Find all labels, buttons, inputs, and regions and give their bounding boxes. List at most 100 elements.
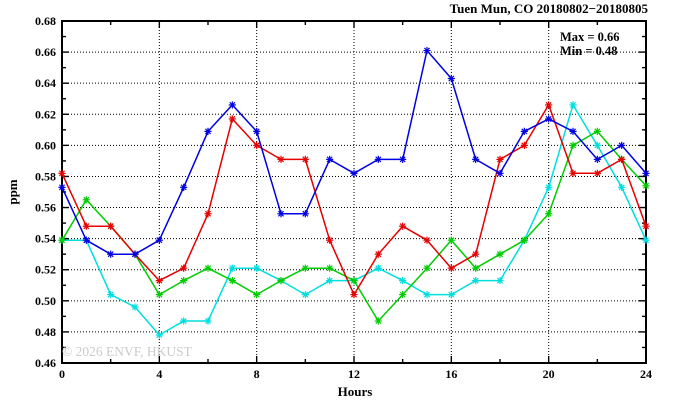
marker-arm <box>472 277 479 284</box>
data-point-marker <box>277 277 285 285</box>
y-tick-label: 0.56 <box>35 201 56 215</box>
series-layer <box>58 46 650 339</box>
data-point-marker <box>545 183 553 191</box>
data-point-marker <box>107 222 115 230</box>
data-point-marker <box>326 277 334 285</box>
marker-arm <box>496 277 504 284</box>
marker-arm <box>496 251 504 258</box>
marker-arm <box>545 210 552 217</box>
marker-arm <box>642 223 650 230</box>
data-point-marker <box>520 141 528 149</box>
data-point-marker <box>204 127 212 135</box>
data-point-marker <box>326 155 334 163</box>
marker-arm <box>399 223 406 230</box>
data-point-marker <box>569 127 577 135</box>
marker-arm <box>399 277 406 284</box>
marker-arm <box>642 237 650 244</box>
data-point-marker <box>253 127 261 135</box>
data-point-marker <box>326 264 334 272</box>
marker-arm <box>204 128 212 135</box>
marker-arm <box>423 265 431 272</box>
marker-arm <box>545 184 552 191</box>
data-point-marker <box>155 277 163 285</box>
marker-arm <box>58 237 66 244</box>
data-point-marker <box>277 155 285 163</box>
data-point-marker <box>350 277 358 285</box>
marker-arm <box>375 156 382 163</box>
x-tick-label: 8 <box>254 367 260 381</box>
marker-arm <box>448 291 455 298</box>
marker-arm <box>496 156 504 163</box>
x-tick-label: 4 <box>156 367 162 381</box>
marker-arm <box>326 156 333 163</box>
y-tick-label: 0.58 <box>35 169 56 183</box>
marker-arm <box>569 170 577 177</box>
data-point-marker <box>618 141 626 149</box>
data-point-marker <box>642 182 650 190</box>
marker-arm <box>545 101 552 108</box>
marker-arm <box>83 196 90 203</box>
data-point-marker <box>301 264 309 272</box>
data-point-marker <box>180 183 188 191</box>
marker-arm <box>277 277 285 284</box>
legend-min-value: Min = 0.48 <box>560 44 617 58</box>
marker-arm <box>204 210 212 217</box>
data-point-marker <box>82 236 90 244</box>
marker-arm <box>472 156 479 163</box>
marker-arm <box>472 265 479 272</box>
data-point-marker <box>423 264 431 272</box>
data-point-marker <box>58 236 66 244</box>
marker-arm <box>594 170 601 177</box>
marker-arm <box>253 265 260 272</box>
marker-arm <box>399 291 406 298</box>
data-point-marker <box>447 291 455 299</box>
data-point-marker <box>423 46 431 55</box>
data-point-marker <box>569 141 577 149</box>
data-point-marker <box>301 291 309 299</box>
y-tick-label: 0.62 <box>35 107 56 121</box>
data-point-marker <box>399 291 407 299</box>
data-point-marker <box>618 155 626 163</box>
data-point-marker <box>228 101 236 109</box>
data-point-marker <box>58 183 66 191</box>
x-tick-label: 20 <box>543 367 555 381</box>
marker-arm <box>180 318 187 325</box>
marker-arm <box>58 170 66 177</box>
data-point-marker <box>642 169 650 177</box>
data-point-marker <box>399 222 407 230</box>
data-point-marker <box>155 291 163 299</box>
marker-arm <box>448 75 455 82</box>
marker-arm <box>253 128 260 135</box>
data-point-marker <box>399 277 407 285</box>
data-point-marker <box>82 196 90 204</box>
data-point-marker <box>131 250 139 258</box>
marker-arm <box>83 223 90 230</box>
marker-arm <box>180 277 187 284</box>
data-point-marker <box>399 155 407 163</box>
marker-arm <box>204 318 212 325</box>
marker-arm <box>423 291 431 298</box>
marker-arm <box>350 170 358 177</box>
x-tick-label: 12 <box>348 367 360 381</box>
data-point-marker <box>447 74 455 83</box>
marker-arm <box>302 210 309 217</box>
marker-arm <box>521 142 528 149</box>
data-point-marker <box>472 250 480 258</box>
marker-arm <box>107 251 114 258</box>
marker-arm <box>131 251 139 258</box>
data-point-marker <box>155 331 163 339</box>
y-tick-label: 0.60 <box>35 138 56 152</box>
data-point-marker <box>58 169 66 177</box>
data-point-marker <box>301 155 309 163</box>
marker-arm <box>107 223 114 230</box>
marker-arm <box>375 318 382 325</box>
data-point-marker <box>228 277 236 285</box>
marker-arm <box>229 265 236 272</box>
data-point-marker <box>131 303 139 311</box>
y-tick-label: 0.64 <box>35 76 56 90</box>
marker-arm <box>618 142 625 149</box>
x-tick-label: 16 <box>445 367 457 381</box>
y-tick-label: 0.50 <box>35 294 56 308</box>
chart-title: Tuen Mun, CO 20180802−20180805 <box>450 1 649 16</box>
